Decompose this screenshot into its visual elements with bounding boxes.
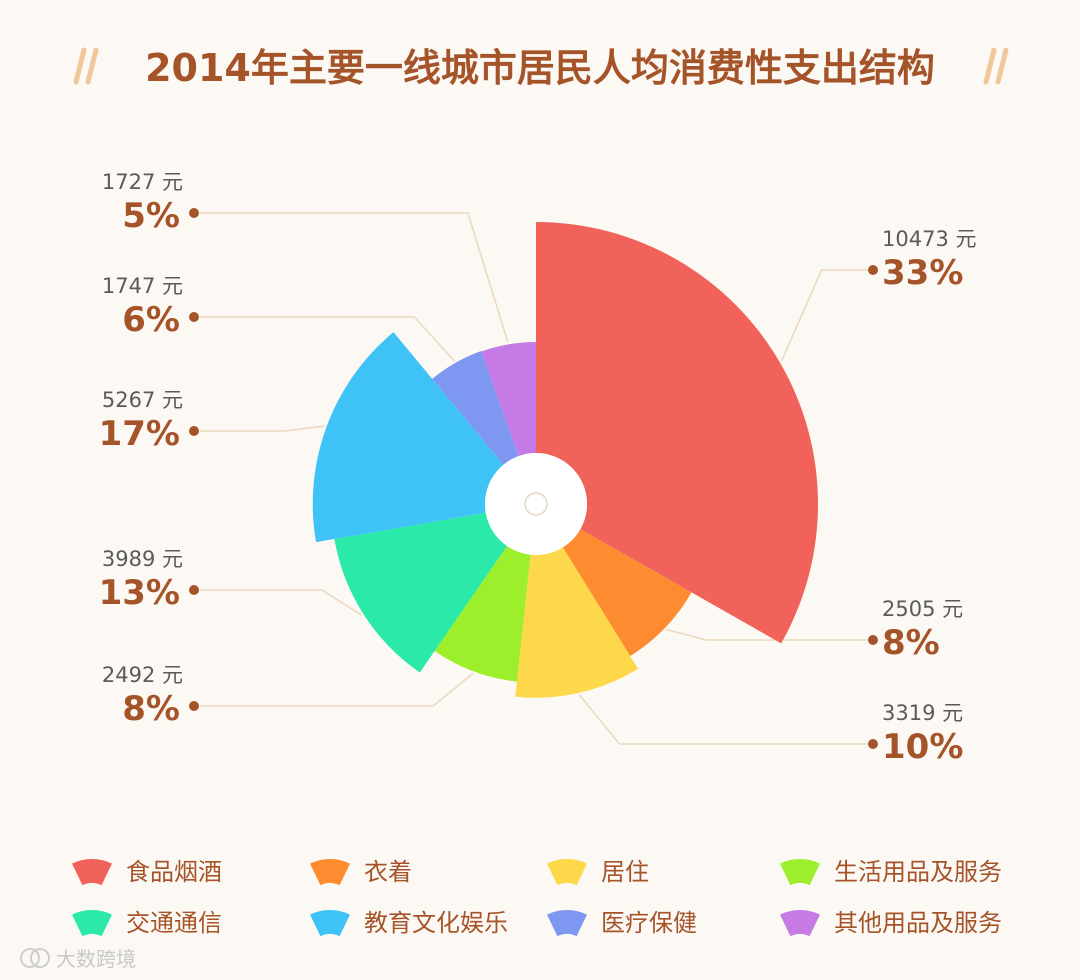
legend-swatch-1 [309,859,351,886]
wedge-7 [481,341,536,456]
leader-line-0 [780,269,868,362]
wedge-1 [562,529,692,657]
percent-label-2: 10% [882,727,963,767]
percent-label-4: 13% [99,573,180,613]
legend-label-1: 衣着 [364,858,412,886]
legend-label-2: 居住 [601,858,649,886]
wedge-4 [334,512,508,673]
amount-label-4: 3989 元 [102,547,183,571]
leader-dot-1 [868,635,878,645]
amount-label-2: 3319 元 [882,701,963,725]
chart-title: 2014年主要一线城市居民人均消费性支出结构 [73,46,1009,90]
legend-swatch-7 [779,910,821,937]
legend-label-3: 生活用品及服务 [834,858,1002,886]
wedge-0 [536,222,819,644]
wedge-2 [515,547,638,698]
legend-swatch-3 [779,859,821,886]
amount-label-5: 5267 元 [102,388,183,412]
legend-swatch-4 [71,910,113,937]
watermark: 大数跨境 [20,947,136,971]
legend-swatch-0 [71,859,113,886]
wedge-3 [434,545,531,682]
title-slash-left-2 [85,47,99,85]
leader-dot-2 [868,739,878,749]
amount-label-6: 1747 元 [102,274,183,298]
leader-dot-0 [868,265,878,275]
percent-label-1: 8% [882,623,940,663]
leader-line-2 [578,694,868,745]
percent-label-5: 17% [99,414,180,454]
legend-label-4: 交通通信 [126,909,222,937]
leader-dot-7 [189,208,199,218]
leader-line-3 [200,672,474,707]
leader-dot-3 [189,701,199,711]
center-hole [485,453,587,555]
amount-label-3: 2492 元 [102,663,183,687]
wedge-5 [312,332,504,543]
percent-label-0: 33% [882,253,963,293]
leader-line-5 [200,425,325,432]
watermark-logo-icon [20,948,40,968]
leader-lines [200,212,868,745]
wedge-6 [432,351,519,465]
page-title: 2014年主要一线城市居民人均消费性支出结构 [145,46,935,90]
watermark-text: 大数跨境 [56,947,136,971]
title-slash-right-1 [983,47,997,85]
title-slash-left-1 [73,47,87,85]
percent-label-6: 6% [122,300,180,340]
leader-line-4 [200,589,363,617]
amount-label-0: 10473 元 [882,227,976,251]
legend-label-5: 教育文化娱乐 [364,909,508,937]
amount-label-7: 1727 元 [102,170,183,194]
percent-label-3: 8% [122,689,180,729]
title-slash-right-2 [995,47,1009,85]
percent-label-7: 5% [122,196,180,236]
data-labels: 10473 元33%2505 元8%3319 元10%2492 元8%3989 … [99,170,977,767]
legend-label-0: 食品烟酒 [126,858,222,886]
legend-swatch-2 [546,859,588,886]
rose-wedges [312,222,819,698]
legend-swatch-5 [309,910,351,937]
leader-dot-6 [189,312,199,322]
leader-line-1 [666,628,868,641]
leader-line-6 [200,316,456,362]
legend-swatch-6 [546,910,588,937]
legend-label-6: 医疗保健 [601,909,697,937]
leader-dot-5 [189,426,199,436]
leader-dot-4 [189,585,199,595]
amount-label-1: 2505 元 [882,597,963,621]
leader-line-7 [200,212,509,343]
legend-label-7: 其他用品及服务 [834,909,1002,937]
